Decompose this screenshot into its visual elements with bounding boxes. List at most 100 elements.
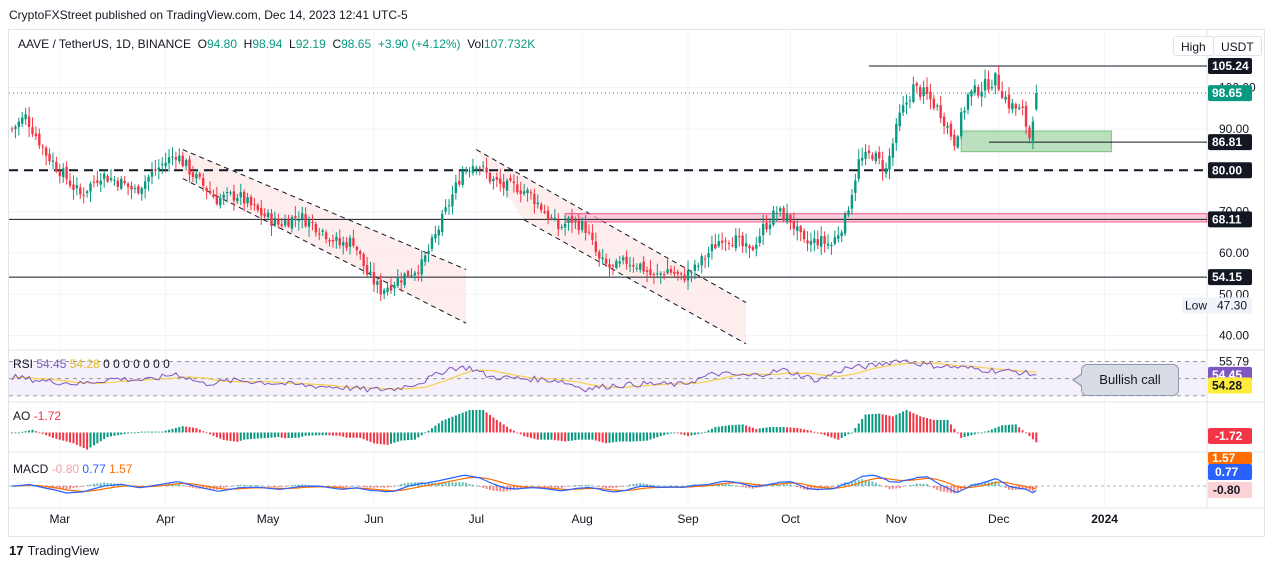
ao-bar: [270, 432, 273, 438]
ao-bar: [529, 432, 532, 438]
ao-bar: [24, 431, 27, 433]
level-badge-label: 105.24: [1212, 59, 1249, 73]
candle-body: [471, 166, 475, 173]
ao-bar: [697, 432, 700, 435]
macd-histogram-bar: [519, 486, 522, 489]
macd-histogram-bar: [888, 486, 891, 490]
ao-bar: [864, 414, 867, 433]
ao-bar: [451, 416, 454, 433]
ao-bar: [441, 420, 444, 433]
tradingview-logo-icon: 17: [9, 543, 24, 558]
candle-body: [178, 155, 181, 162]
ao-bar: [188, 427, 191, 433]
ao-bar: [710, 428, 713, 433]
macd-histogram-bar: [79, 486, 82, 487]
candle-body: [161, 164, 164, 166]
level-badge: [1208, 269, 1252, 286]
candle-body: [621, 257, 625, 261]
ao-bar: [89, 432, 92, 448]
macd-histogram-bar: [253, 485, 256, 486]
ao-bar: [973, 432, 976, 435]
ao-bar: [905, 410, 908, 433]
ao-bar: [318, 432, 321, 436]
ao-bar: [772, 427, 775, 433]
bullish-call-callout: Bullish call: [1072, 364, 1179, 396]
macd-histogram-bar: [1011, 486, 1014, 491]
candle-body: [553, 217, 557, 220]
ao-bar: [1021, 430, 1024, 433]
candle-body: [331, 239, 335, 242]
symbol-label[interactable]: AAVE / TetherUS, 1D, BINANCE: [18, 37, 191, 51]
chart-frame[interactable]: 40.0050.0060.0070.0080.0090.00100.00MarA…: [8, 29, 1265, 537]
macd-histogram-bar: [352, 485, 355, 487]
ao-bar: [847, 432, 850, 435]
ao-bar: [724, 425, 727, 433]
candle-body: [236, 198, 239, 202]
time-tick-label: Sep: [677, 512, 699, 526]
candle-body: [574, 219, 577, 221]
macd-histogram-bar: [499, 486, 502, 492]
rsi-label[interactable]: RSI: [13, 357, 34, 371]
candle-body: [628, 265, 632, 267]
ao-bar: [550, 432, 553, 440]
close-label: C: [332, 37, 342, 51]
ao-bar: [290, 432, 293, 438]
ao-bar: [38, 432, 41, 434]
ao-bar: [799, 428, 802, 433]
candle-body: [246, 197, 249, 203]
candle-body: [362, 253, 365, 267]
macd-histogram-bar: [782, 484, 785, 486]
candle-body: [10, 128, 14, 130]
macd-histogram-bar: [290, 485, 293, 486]
ao-bar: [246, 432, 249, 440]
ao-bar: [693, 432, 696, 435]
chart-canvas[interactable]: 40.0050.0060.0070.0080.0090.00100.00MarA…: [9, 30, 1265, 537]
ao-bar: [243, 432, 246, 440]
ao-bar: [758, 428, 761, 433]
macd-histogram-bar: [553, 486, 556, 488]
ao-bar: [215, 432, 218, 438]
candle-body: [673, 271, 676, 274]
high-button[interactable]: High: [1173, 36, 1214, 56]
ao-bar: [540, 432, 543, 440]
ao-bar: [331, 432, 334, 436]
candle-body: [785, 213, 789, 222]
ao-bar: [946, 419, 949, 433]
ao-bar: [448, 418, 451, 433]
macd-histogram-bar: [963, 486, 966, 488]
ao-bar: [680, 432, 683, 435]
macd-histogram-bar: [984, 482, 987, 486]
macd-label[interactable]: MACD: [13, 462, 49, 476]
candle-body: [1004, 96, 1007, 100]
candle-body: [27, 116, 31, 128]
ao-bar: [352, 432, 355, 438]
ao-bar: [506, 426, 509, 433]
macd-histogram-bar: [106, 482, 109, 486]
candle-body: [481, 165, 485, 167]
ao-bar: [1001, 425, 1004, 433]
macd-histogram-bar: [301, 484, 304, 486]
ao-bar: [48, 432, 51, 437]
candle-body: [936, 105, 939, 107]
candle-body: [864, 151, 867, 159]
ao-bar: [850, 432, 853, 434]
candle-body: [62, 168, 65, 178]
ao-bar: [1014, 424, 1017, 433]
ao-bar: [601, 432, 604, 443]
candle-body: [642, 261, 645, 272]
tradingview-logo[interactable]: 17 TradingView: [9, 543, 99, 558]
ao-bar: [195, 428, 198, 433]
macd-histogram-bar: [471, 484, 474, 486]
candle-body: [92, 181, 96, 183]
ao-bar: [191, 427, 194, 433]
macd-signal-badge-label: 1.57: [1212, 451, 1236, 465]
candle-body: [990, 87, 994, 89]
macd-histogram-bar: [905, 485, 908, 487]
time-tick-label: Jul: [469, 512, 484, 526]
ao-bar: [707, 430, 710, 433]
macd-histogram-bar: [345, 486, 348, 487]
macd-histogram-bar: [775, 484, 778, 486]
ao-label[interactable]: AO: [13, 409, 31, 423]
currency-button[interactable]: USDT: [1213, 36, 1262, 56]
ao-bar: [434, 425, 437, 433]
